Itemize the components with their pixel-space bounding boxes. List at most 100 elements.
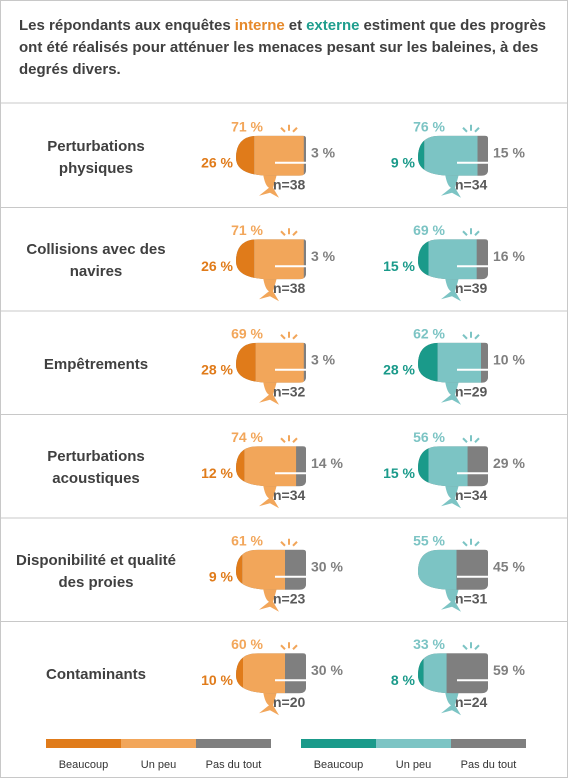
value-label: 15 % bbox=[383, 258, 415, 274]
value-label: 10 % bbox=[493, 351, 525, 367]
legend-swatch bbox=[301, 739, 376, 748]
legend-label: Beaucoup bbox=[59, 759, 109, 771]
whale-segment bbox=[457, 550, 489, 590]
n-label: n=38 bbox=[273, 280, 306, 296]
legend-swatch bbox=[196, 739, 271, 748]
n-label: n=32 bbox=[273, 383, 306, 399]
whale-segment bbox=[236, 550, 242, 590]
whale bbox=[236, 446, 306, 486]
whale-segment bbox=[236, 343, 256, 383]
whale-spout bbox=[281, 228, 297, 235]
whale-segment bbox=[481, 343, 488, 383]
value-label: 12 % bbox=[201, 465, 233, 481]
whale bbox=[418, 136, 488, 176]
legend-label: Un peu bbox=[141, 759, 176, 771]
category-label: Contaminants bbox=[16, 664, 176, 686]
whale-segment bbox=[285, 653, 306, 693]
value-label: 15 % bbox=[493, 144, 525, 160]
value-label: 59 % bbox=[493, 662, 525, 678]
whale-spout bbox=[281, 125, 297, 132]
category-label: Empêtrements bbox=[16, 354, 176, 376]
category-label: Collisions avec des navires bbox=[16, 239, 176, 283]
value-label: 45 % bbox=[493, 558, 525, 574]
value-label: 28 % bbox=[383, 361, 415, 377]
value-label: 76 % bbox=[413, 118, 445, 134]
legend-swatch bbox=[376, 739, 451, 748]
category-label: Perturbations acoustiques bbox=[16, 446, 176, 490]
value-label: 29 % bbox=[493, 455, 525, 471]
whale-spout bbox=[463, 228, 479, 235]
whale-segment bbox=[256, 343, 304, 383]
legend-label: Pas du tout bbox=[206, 759, 262, 771]
n-label: n=34 bbox=[455, 487, 488, 503]
value-label: 3 % bbox=[311, 144, 336, 160]
whale bbox=[236, 550, 306, 590]
value-label: 16 % bbox=[493, 248, 525, 264]
value-label: 71 % bbox=[231, 222, 263, 238]
value-label: 30 % bbox=[311, 558, 343, 574]
n-label: n=24 bbox=[455, 694, 488, 710]
whale-spout bbox=[281, 539, 297, 546]
whale-spout bbox=[281, 642, 297, 649]
whale-segment bbox=[242, 550, 285, 590]
n-label: n=39 bbox=[455, 280, 488, 296]
value-label: 61 % bbox=[231, 532, 263, 548]
value-label: 69 % bbox=[413, 222, 445, 238]
whale-segment bbox=[429, 446, 468, 486]
value-label: 74 % bbox=[231, 429, 263, 445]
whale bbox=[236, 136, 306, 176]
legend-swatch bbox=[451, 739, 526, 748]
value-label: 28 % bbox=[201, 361, 233, 377]
whale-segment bbox=[477, 239, 488, 279]
whale-spout bbox=[463, 539, 479, 546]
whale-segment bbox=[438, 343, 481, 383]
legend-label: Pas du tout bbox=[461, 759, 517, 771]
n-label: n=34 bbox=[455, 176, 488, 192]
value-label: 3 % bbox=[311, 351, 336, 367]
value-label: 30 % bbox=[311, 662, 343, 678]
whale-segment bbox=[304, 343, 306, 383]
whale-segment bbox=[418, 239, 429, 279]
whale-segment bbox=[296, 446, 306, 486]
whale-segment bbox=[254, 136, 304, 176]
value-label: 14 % bbox=[311, 455, 343, 471]
whale-spout bbox=[463, 125, 479, 132]
value-label: 26 % bbox=[201, 154, 233, 170]
whale bbox=[418, 653, 488, 693]
whale-segment bbox=[418, 550, 457, 590]
value-label: 69 % bbox=[231, 325, 263, 341]
n-label: n=34 bbox=[273, 487, 306, 503]
whale-segment bbox=[468, 446, 488, 486]
value-label: 33 % bbox=[413, 636, 445, 652]
whale-segment bbox=[254, 239, 304, 279]
value-label: 3 % bbox=[311, 248, 336, 264]
whale bbox=[418, 446, 488, 486]
whale-segment bbox=[236, 239, 254, 279]
whale-spout bbox=[463, 435, 479, 442]
n-label: n=23 bbox=[273, 590, 306, 606]
value-label: 9 % bbox=[209, 568, 234, 584]
n-label: n=20 bbox=[273, 694, 306, 710]
legend-label: Beaucoup bbox=[314, 759, 364, 771]
whale bbox=[236, 653, 306, 693]
chart: 26 %71 %3 %n=389 %76 %15 %n=3426 %71 %3 … bbox=[1, 1, 567, 777]
legend-label: Un peu bbox=[396, 759, 431, 771]
whale-segment bbox=[418, 343, 438, 383]
whale-segment bbox=[424, 136, 477, 176]
whale-segment bbox=[429, 239, 477, 279]
whale-spout bbox=[463, 642, 479, 649]
whale bbox=[236, 343, 306, 383]
whale-segment bbox=[236, 446, 244, 486]
whale bbox=[418, 343, 488, 383]
infographic: Les répondants aux enquêtesinterneetexte… bbox=[0, 0, 568, 778]
whale-segment bbox=[236, 136, 254, 176]
whale-segment bbox=[418, 446, 429, 486]
whale-segment bbox=[243, 653, 285, 693]
whale-segment bbox=[304, 136, 306, 176]
n-label: n=38 bbox=[273, 176, 306, 192]
whale bbox=[418, 239, 488, 279]
whale bbox=[418, 550, 488, 590]
value-label: 60 % bbox=[231, 636, 263, 652]
whale-spout bbox=[281, 435, 297, 442]
value-label: 62 % bbox=[413, 325, 445, 341]
